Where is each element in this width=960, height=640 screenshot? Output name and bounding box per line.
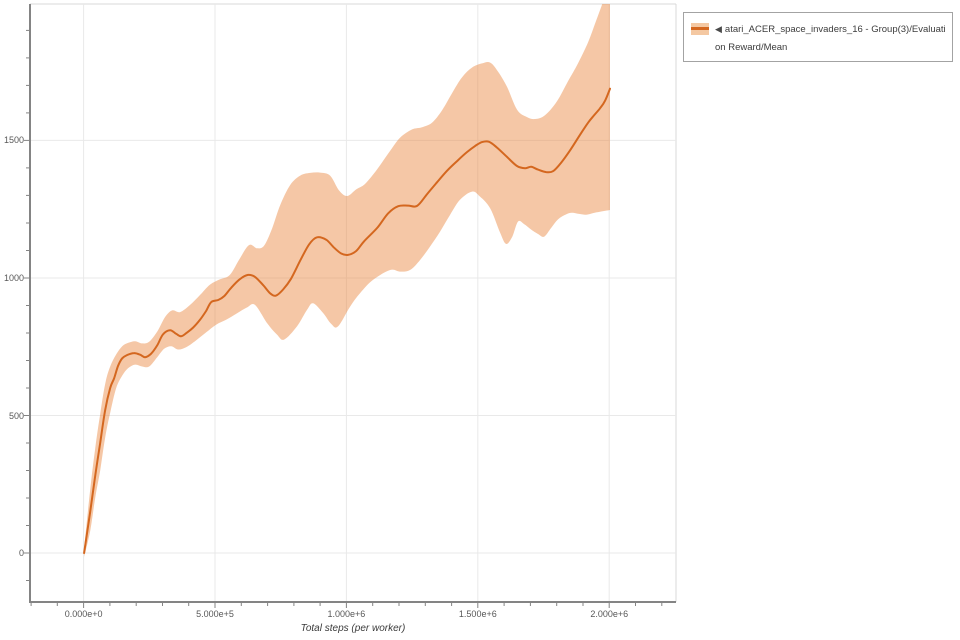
legend-text: ◀ atari_ACER_space_invaders_16 - Group(3)… bbox=[715, 20, 946, 57]
legend-label: atari_ACER_space_invaders_16 - Group(3)/… bbox=[715, 24, 946, 53]
y-tick-label: 0 bbox=[18, 548, 24, 559]
x-axis-title: Total steps (per worker) bbox=[300, 623, 406, 634]
y-tick-label: 500 bbox=[8, 410, 24, 421]
legend: ◀ atari_ACER_space_invaders_16 - Group(3)… bbox=[683, 12, 953, 62]
x-tick-label: 0.000e+0 bbox=[64, 609, 103, 619]
series-line-icon bbox=[691, 27, 709, 30]
y-tick-label: 1000 bbox=[3, 272, 24, 283]
series-swatch-icon bbox=[691, 23, 709, 35]
y-tick-label: 1500 bbox=[3, 135, 24, 146]
x-tick-label: 1.500e+6 bbox=[458, 609, 497, 619]
collapse-triangle-icon: ◀ bbox=[715, 24, 722, 34]
x-tick-label: 5.000e+5 bbox=[196, 609, 234, 619]
legend-item[interactable]: ◀ atari_ACER_space_invaders_16 - Group(3)… bbox=[691, 20, 946, 57]
x-tick-label: 1.000e+6 bbox=[327, 609, 366, 619]
x-tick-label: 2.000e+6 bbox=[590, 609, 629, 619]
